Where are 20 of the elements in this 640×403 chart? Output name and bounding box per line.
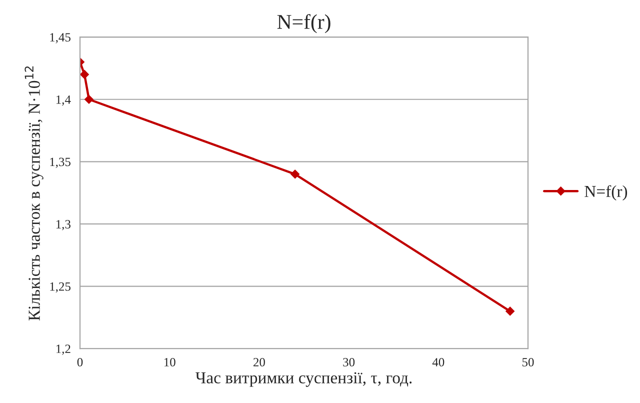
y-tick-label: 1,3 bbox=[56, 220, 70, 230]
y-tick-label: 1,25 bbox=[50, 282, 70, 293]
point bbox=[506, 306, 515, 316]
x-tick-label: 40 bbox=[432, 358, 444, 366]
x-tick-label: 20 bbox=[254, 358, 265, 366]
x-tick-label: 30 bbox=[343, 358, 355, 366]
y-tick-label: 1,2 bbox=[56, 344, 70, 355]
x-tick-label: 0 bbox=[77, 358, 83, 366]
y-tick-label: 1,4 bbox=[56, 95, 71, 106]
point bbox=[84, 94, 94, 104]
x-axis-title: Час витримки суспензії, τ, год. bbox=[196, 372, 412, 387]
chart-title: N=f(r) bbox=[277, 14, 330, 34]
y-tick-label: 1,45 bbox=[50, 33, 70, 44]
point bbox=[80, 70, 89, 79]
y-axis-title: Кількість часток в суспензії, N·10$^{12}$ bbox=[24, 66, 44, 321]
legend-label: N=f(r) bbox=[584, 185, 628, 200]
x-tick-label: 50 bbox=[522, 358, 534, 366]
y-tick-label: 1,35 bbox=[50, 158, 70, 168]
point bbox=[290, 170, 300, 179]
x-tick-label: 10 bbox=[164, 358, 176, 366]
